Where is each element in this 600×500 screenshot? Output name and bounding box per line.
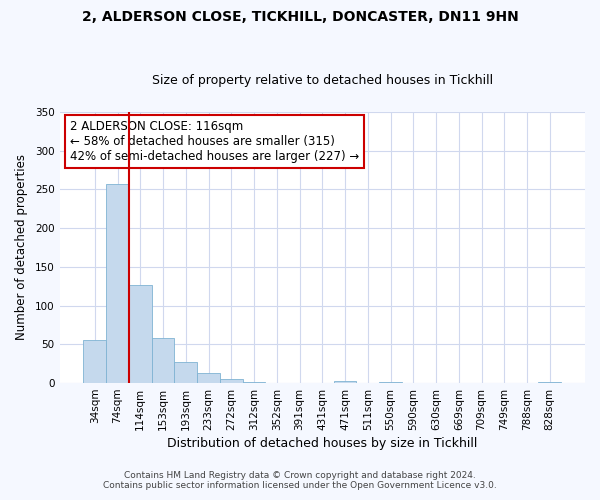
Bar bbox=[175, 362, 197, 383]
Title: Size of property relative to detached houses in Tickhill: Size of property relative to detached ho… bbox=[152, 74, 493, 87]
Bar bbox=[129, 284, 152, 383]
Bar bbox=[538, 382, 561, 383]
Bar bbox=[379, 382, 402, 383]
Bar bbox=[220, 379, 242, 383]
Bar bbox=[334, 380, 356, 383]
Text: 2 ALDERSON CLOSE: 116sqm
← 58% of detached houses are smaller (315)
42% of semi-: 2 ALDERSON CLOSE: 116sqm ← 58% of detach… bbox=[70, 120, 359, 163]
Bar bbox=[106, 184, 129, 383]
Bar bbox=[242, 382, 265, 383]
Text: Contains HM Land Registry data © Crown copyright and database right 2024.
Contai: Contains HM Land Registry data © Crown c… bbox=[103, 470, 497, 490]
Bar bbox=[197, 373, 220, 383]
Text: 2, ALDERSON CLOSE, TICKHILL, DONCASTER, DN11 9HN: 2, ALDERSON CLOSE, TICKHILL, DONCASTER, … bbox=[82, 10, 518, 24]
Bar bbox=[83, 340, 106, 383]
Bar bbox=[152, 338, 175, 383]
Y-axis label: Number of detached properties: Number of detached properties bbox=[15, 154, 28, 340]
X-axis label: Distribution of detached houses by size in Tickhill: Distribution of detached houses by size … bbox=[167, 437, 478, 450]
